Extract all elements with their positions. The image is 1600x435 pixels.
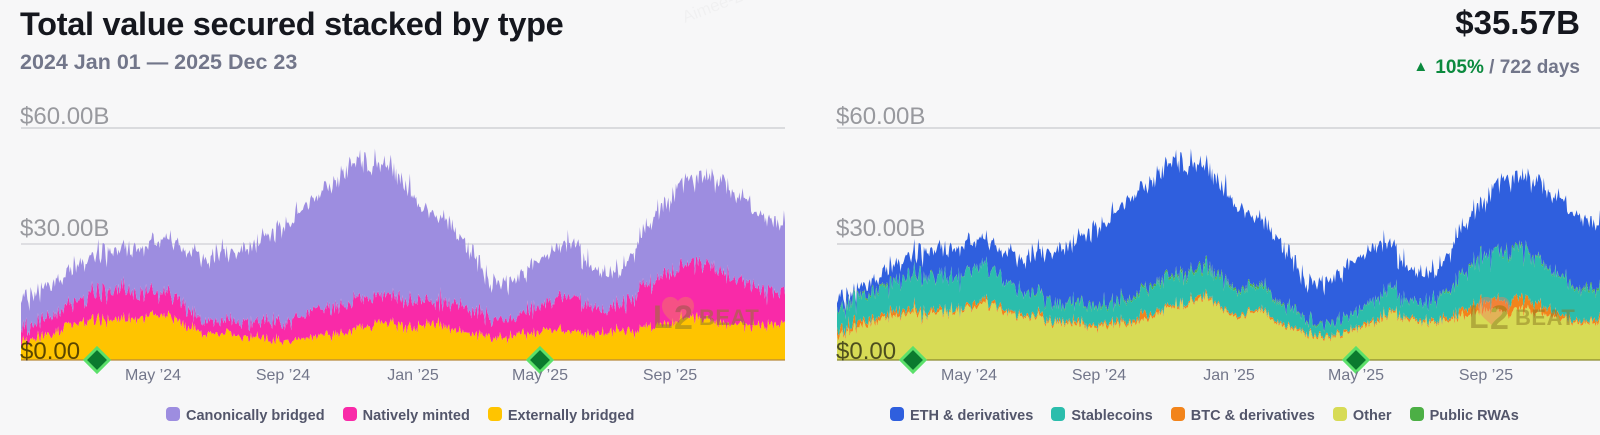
svg-text:BEAT: BEAT xyxy=(699,305,759,330)
svg-text:L: L xyxy=(1469,299,1489,335)
svg-text:BEAT: BEAT xyxy=(1515,305,1575,330)
svg-text:2: 2 xyxy=(674,299,693,337)
svg-text:L: L xyxy=(653,299,673,335)
svg-text:2: 2 xyxy=(1490,299,1509,337)
